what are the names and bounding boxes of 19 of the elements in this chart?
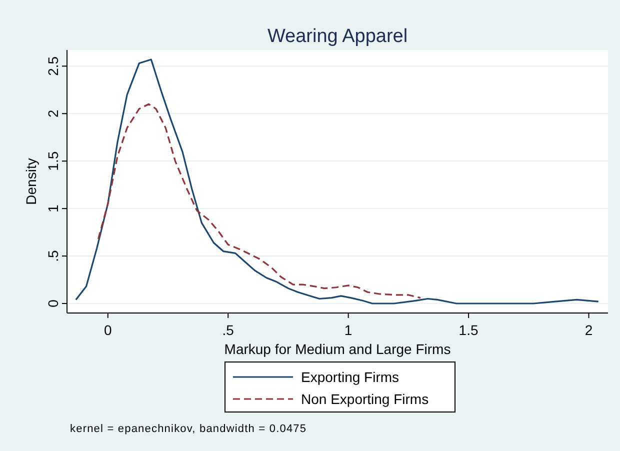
legend-label: Non Exporting Firms [301,391,429,407]
text: kernel = epanechnikov, bandwidth = 0.0475 [70,423,307,435]
line-series [97,103,422,299]
y-tick-label: 0 [45,299,61,308]
y-tick-label: 2.5 [45,56,61,76]
x-tick-label: 1 [344,322,352,338]
y-tick-label: 1 [45,204,61,212]
legend-label: Exporting Firms [301,369,400,385]
x-tick-label: 0 [104,322,112,338]
y-tick-label: .5 [45,250,61,262]
x-tick-label: .5 [222,322,234,338]
x-axis-title: Markup for Medium and Large Firms [224,341,451,357]
line-series [75,58,600,304]
y-tick-label: 1.5 [45,151,61,171]
chart-title: Wearing Apparel [267,26,408,47]
x-tick-label: 2 [584,322,593,338]
x-tick-label: 1.5 [458,322,478,338]
y-axis-title: Density [23,158,39,205]
y-tick-label: 2 [45,110,61,118]
